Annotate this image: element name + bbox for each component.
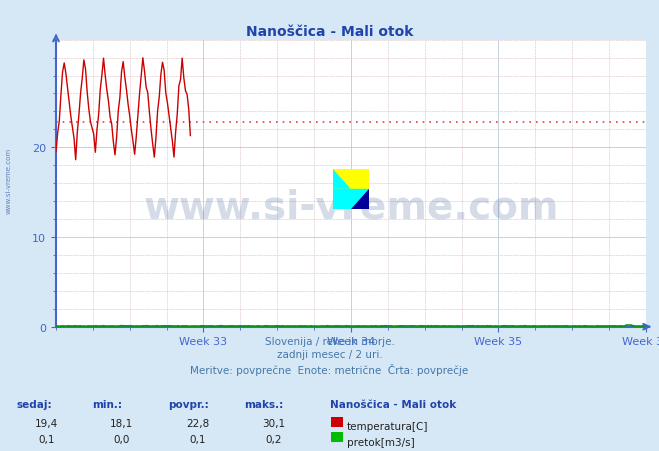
Text: Slovenija / reke in morje.: Slovenija / reke in morje.	[264, 336, 395, 346]
Text: temperatura[C]: temperatura[C]	[347, 421, 428, 431]
Text: Meritve: povprečne  Enote: metrične  Črta: povprečje: Meritve: povprečne Enote: metrične Črta:…	[190, 363, 469, 375]
Bar	[333, 189, 351, 210]
Text: min.:: min.:	[92, 399, 123, 409]
Polygon shape	[333, 169, 351, 189]
Polygon shape	[351, 189, 369, 210]
Polygon shape	[333, 169, 351, 189]
Text: www.si-vreme.com: www.si-vreme.com	[143, 188, 559, 226]
Text: pretok[m3/s]: pretok[m3/s]	[347, 437, 415, 446]
Text: povpr.:: povpr.:	[168, 399, 209, 409]
Text: 0,1: 0,1	[189, 434, 206, 444]
Text: 22,8: 22,8	[186, 418, 210, 428]
Bar	[351, 189, 369, 210]
Text: 18,1: 18,1	[110, 418, 134, 428]
Text: sedaj:: sedaj:	[16, 399, 52, 409]
Text: 0,2: 0,2	[265, 434, 282, 444]
Polygon shape	[333, 169, 351, 189]
Polygon shape	[351, 189, 369, 210]
Text: 0,0: 0,0	[114, 434, 130, 444]
Text: Nanoščica - Mali otok: Nanoščica - Mali otok	[330, 399, 456, 409]
Text: 30,1: 30,1	[262, 418, 285, 428]
Text: 0,1: 0,1	[38, 434, 55, 444]
Polygon shape	[333, 169, 351, 189]
Text: zadnji mesec / 2 uri.: zadnji mesec / 2 uri.	[277, 350, 382, 359]
Text: 19,4: 19,4	[34, 418, 58, 428]
Text: www.si-vreme.com: www.si-vreme.com	[5, 147, 11, 213]
Text: Nanoščica - Mali otok: Nanoščica - Mali otok	[246, 25, 413, 39]
Bar	[351, 169, 369, 189]
Text: maks.:: maks.:	[244, 399, 283, 409]
